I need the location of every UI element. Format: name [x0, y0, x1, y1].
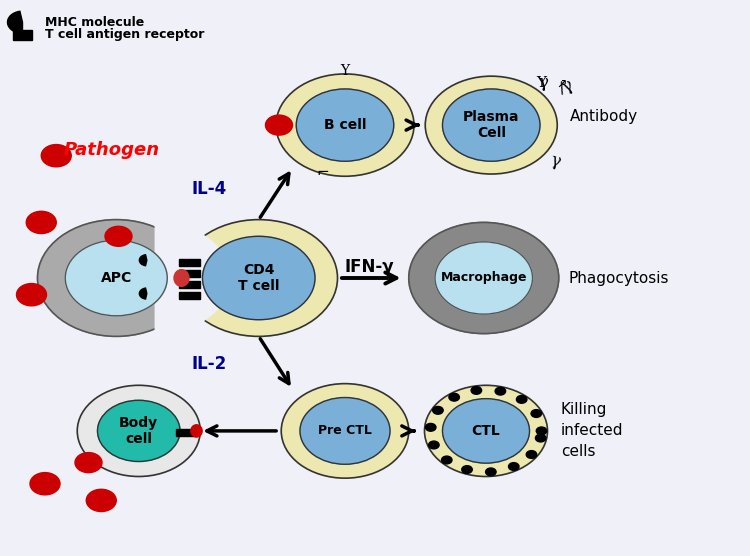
- Text: IFN-γ: IFN-γ: [345, 258, 394, 276]
- Circle shape: [105, 226, 132, 246]
- Text: Antibody: Antibody: [570, 110, 638, 124]
- Circle shape: [531, 410, 542, 418]
- Circle shape: [425, 424, 436, 431]
- Bar: [13, 30, 32, 40]
- Circle shape: [442, 456, 452, 464]
- Text: IL-4: IL-4: [191, 180, 226, 198]
- Text: Plasma
Cell: Plasma Cell: [463, 110, 520, 140]
- Wedge shape: [8, 11, 22, 33]
- Bar: [176, 429, 195, 436]
- Text: APC: APC: [100, 271, 132, 285]
- Circle shape: [526, 450, 537, 458]
- Circle shape: [296, 89, 394, 161]
- Circle shape: [26, 211, 56, 234]
- Circle shape: [536, 427, 547, 435]
- Text: Pathogen: Pathogen: [64, 141, 160, 159]
- Text: CTL: CTL: [472, 424, 500, 438]
- Circle shape: [449, 393, 460, 401]
- Circle shape: [428, 441, 439, 449]
- Circle shape: [424, 385, 548, 476]
- Circle shape: [266, 115, 292, 135]
- Circle shape: [409, 222, 559, 334]
- Text: /: /: [557, 81, 568, 97]
- Circle shape: [180, 220, 338, 336]
- Text: γ: γ: [559, 76, 575, 96]
- Text: MHC molecule: MHC molecule: [45, 16, 144, 29]
- Wedge shape: [140, 288, 147, 299]
- Circle shape: [517, 395, 527, 403]
- Text: Y: Y: [536, 76, 547, 91]
- Text: γ: γ: [538, 74, 549, 91]
- Text: Y: Y: [340, 63, 350, 78]
- Text: Macrophage: Macrophage: [440, 271, 527, 285]
- Text: Killing
infected
cells: Killing infected cells: [561, 403, 623, 459]
- Circle shape: [281, 384, 409, 478]
- Circle shape: [38, 220, 195, 336]
- Wedge shape: [140, 255, 147, 266]
- Circle shape: [495, 388, 506, 395]
- Circle shape: [300, 398, 390, 464]
- Circle shape: [86, 489, 116, 512]
- Text: ↗: ↗: [556, 78, 566, 91]
- Text: Phagocytosis: Phagocytosis: [568, 271, 669, 285]
- Text: CD4
T cell: CD4 T cell: [238, 263, 280, 293]
- Ellipse shape: [174, 270, 189, 286]
- Ellipse shape: [266, 119, 278, 131]
- Circle shape: [16, 284, 46, 306]
- Circle shape: [65, 240, 167, 316]
- Circle shape: [276, 74, 414, 176]
- Text: γ: γ: [548, 152, 562, 171]
- Bar: [178, 259, 200, 266]
- Wedge shape: [155, 222, 230, 334]
- Circle shape: [77, 385, 200, 476]
- Text: ⌐: ⌐: [316, 165, 328, 180]
- Circle shape: [202, 236, 315, 320]
- Bar: [178, 281, 200, 288]
- Circle shape: [462, 466, 472, 474]
- Circle shape: [41, 145, 71, 167]
- Text: B cell: B cell: [324, 118, 366, 132]
- Bar: [178, 292, 200, 299]
- Circle shape: [442, 89, 540, 161]
- Text: IL-2: IL-2: [191, 355, 226, 373]
- Circle shape: [509, 463, 519, 470]
- Text: Pre CTL: Pre CTL: [318, 424, 372, 438]
- Circle shape: [435, 242, 532, 314]
- Circle shape: [442, 399, 530, 463]
- Circle shape: [471, 386, 482, 394]
- Circle shape: [536, 434, 546, 442]
- Text: T cell antigen receptor: T cell antigen receptor: [45, 28, 204, 41]
- Text: Body
cell: Body cell: [119, 416, 158, 446]
- Circle shape: [425, 76, 557, 174]
- Circle shape: [485, 468, 496, 476]
- Bar: [178, 270, 200, 277]
- Circle shape: [98, 400, 180, 461]
- Circle shape: [75, 453, 102, 473]
- Circle shape: [30, 473, 60, 495]
- Circle shape: [433, 406, 443, 414]
- Ellipse shape: [190, 425, 202, 437]
